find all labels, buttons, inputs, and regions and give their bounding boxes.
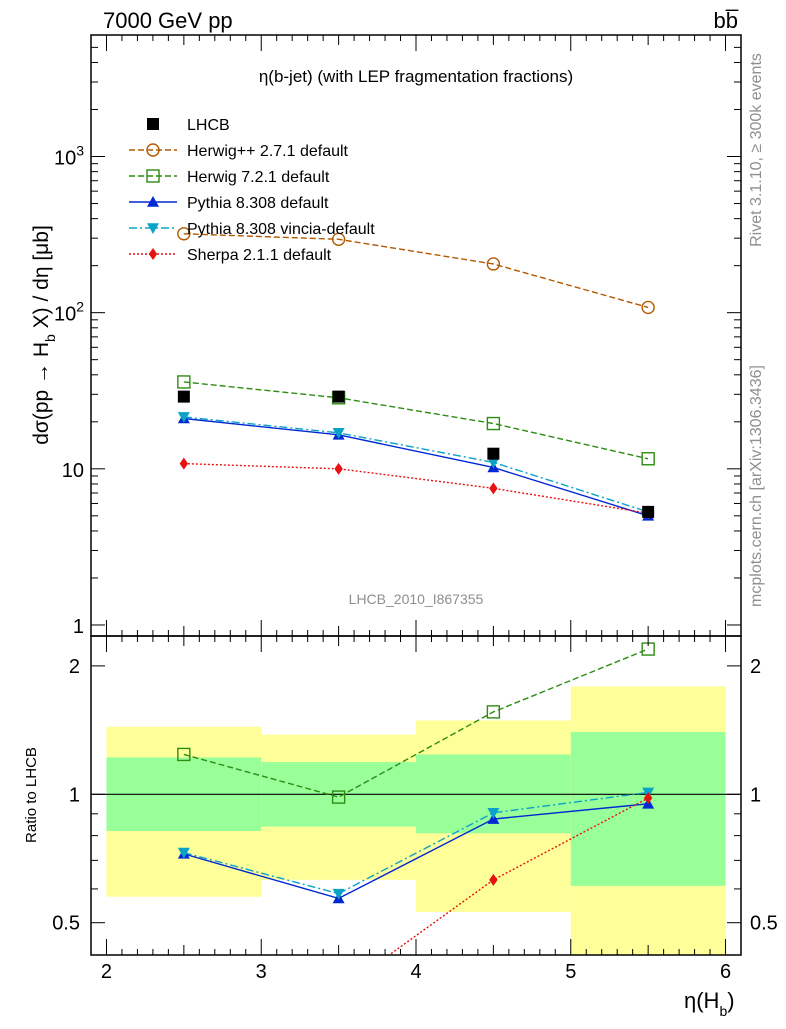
ratio-series-2-point-2 [487,807,500,819]
legend-marker-0 [147,118,159,130]
legend-marker-1 [146,143,160,157]
legend-label-1: Herwig++ 2.7.1 default [187,143,349,160]
legend-marker-5 [148,248,158,260]
ratio-ytick-label-right-2: 2 [750,656,761,678]
ratio-series-3-point-3 [643,792,653,805]
legend-label-0: LHCB [187,117,230,134]
main-series-0-point-2 [486,257,501,271]
legend-label-4: Pythia 8.308 vincia-default [187,221,375,238]
ratio-series-3-point-1 [334,985,342,997]
ratio-ytick-label-left-0: 0.5 [52,913,80,935]
main-data-point-1 [332,390,345,403]
ratio-series-0-point-2 [486,705,501,719]
ratio-ytick-label-left-1: 1 [69,784,80,806]
main-series-line-3 [183,416,649,513]
main-data-point-0 [177,390,190,403]
main-series-1-point-0 [177,375,191,389]
ratio-series-2-point-0 [177,847,190,859]
main-y-axis-label: dσ(pp → Hb X) / dη [μb] [30,225,58,445]
ratio-series-3-point-2 [489,873,498,886]
ratio-series-3-point-0 [180,972,188,984]
x-axis-label: η(Hb) [684,988,735,1019]
main-series-0-point-1 [331,232,346,247]
ratio-series-0-point-0 [177,747,191,762]
main-series-3-point-2 [487,457,500,469]
main-series-line-2 [183,417,649,517]
main-title: η(b-jet) (with LEP fragmentation fractio… [259,67,573,86]
main-series-0-point-0 [177,227,191,241]
main-series-4-point-2 [489,482,498,495]
svg-text:dσ(pp → Hb X) / dη [μb]: dσ(pp → Hb X) / dη [μb] [30,225,58,445]
legend: LHCB Herwig++ 2.7.1 default Herwig 7.2.1 d… [129,117,375,264]
ratio-series-line-1 [183,803,649,900]
mcplots-label: mcplots.cern.ch [arXiv:1306.3436] [748,365,765,607]
ratio-ytick-label-left-2: 2 [69,656,80,678]
main-data-point-3 [642,505,655,518]
xtick-label-2: 4 [410,961,421,983]
main-series-line-0 [183,233,649,309]
ratio-y-axis-label: Ratio to LHCB [23,747,40,843]
main-ytick-label-3: 103 [54,143,84,170]
ratio-series-0-point-1 [331,790,346,804]
rivet-label: Rivet 3.1.10, ≥ 300k events [748,53,765,247]
header-energy: 7000 GeV pp [103,8,233,33]
svg-text:η(Hb): η(Hb) [684,988,735,1019]
legend-label-2: Herwig 7.2.1 default [187,169,330,186]
main-data-point-2 [487,447,500,460]
legend-marker-4 [147,223,159,234]
main-series-1-point-3 [641,452,655,466]
main-series-line-4 [183,462,649,514]
watermark: LHCB_2010_I867355 [349,591,484,607]
xtick-label-0: 2 [101,961,112,983]
main-ytick-label-2: 102 [54,299,84,326]
legend-marker-2 [146,169,160,183]
main-series-line-1 [183,381,649,460]
ratio-series-line-0 [183,648,649,798]
ratio-series-line-2 [183,791,649,895]
main-series-4-point-0 [179,457,189,470]
legend-label-5: Sherpa 2.1.1 default [187,247,332,264]
xtick-label-4: 6 [720,961,731,983]
ratio-ytick-label-right-1: 1 [750,784,761,806]
main-series-3-point-0 [177,412,190,423]
legend-label-3: Pythia 8.308 default [187,195,329,212]
main-series-1-point-2 [486,416,501,431]
ratio-ytick-label-right-0: 0.5 [750,913,778,935]
ratio-series-2-point-1 [332,888,345,900]
main-ytick-label-0: 1 [73,616,84,638]
legend-marker-3 [147,196,159,207]
ratio-series-line-3 [387,797,649,955]
xtick-label-1: 3 [256,961,267,983]
main-series-3-point-1 [332,428,345,439]
header-process: bb̅ [714,8,739,33]
main-series-0-point-3 [641,300,655,315]
main-ytick-label-1: 10 [62,460,84,482]
main-series-4-point-1 [334,462,343,475]
xtick-label-3: 5 [565,961,576,983]
